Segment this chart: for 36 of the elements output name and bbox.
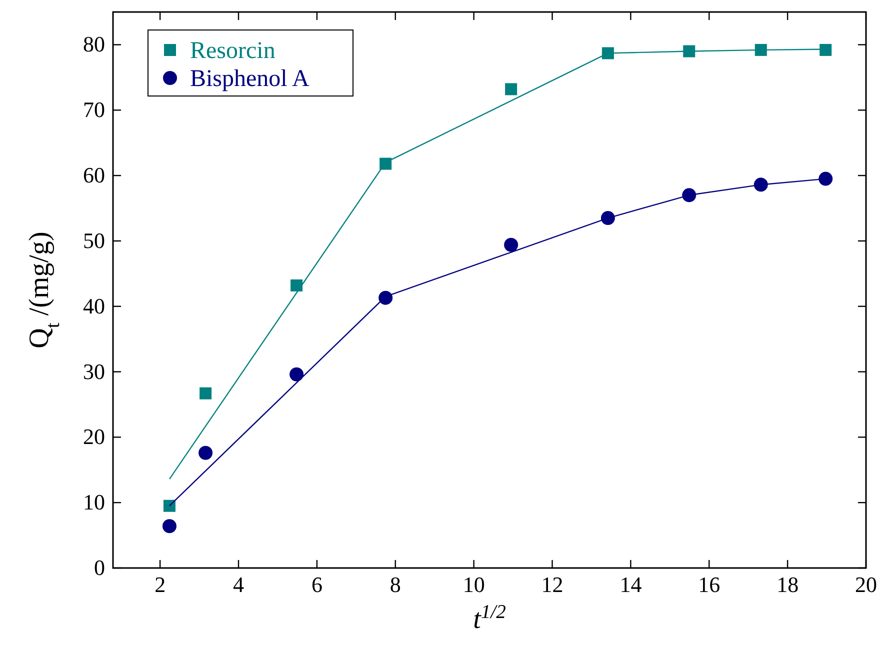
point xyxy=(820,44,832,56)
x-tick-label: 6 xyxy=(311,572,322,597)
point xyxy=(200,387,212,400)
x-tick-label: 18 xyxy=(776,572,799,597)
legend-label: Bisphenol A xyxy=(190,66,310,92)
y-tick-label: 40 xyxy=(83,293,105,318)
x-tick-label: 12 xyxy=(541,572,564,597)
x-tick-label: 4 xyxy=(233,572,244,597)
x-axis-title: t$^{1/2}$ xyxy=(473,602,506,635)
y-tick-label: 20 xyxy=(83,424,105,450)
point xyxy=(198,446,213,460)
y-tick-label: 10 xyxy=(83,490,105,515)
y-tick-label: 80 xyxy=(83,32,105,57)
point xyxy=(602,47,614,60)
y-tick-label: 50 xyxy=(83,228,105,253)
point xyxy=(290,279,303,292)
x-tick-label: 16 xyxy=(698,572,720,597)
x-tick-label: 2 xyxy=(154,572,166,597)
y-tick-label: 30 xyxy=(83,358,105,384)
point xyxy=(163,500,176,512)
legend-label: Resorcin xyxy=(190,38,276,64)
point xyxy=(290,367,304,382)
point xyxy=(682,188,696,202)
y-tick-label: 70 xyxy=(83,97,105,122)
point xyxy=(754,44,767,56)
point xyxy=(504,238,518,252)
x-tick-label: 20 xyxy=(855,572,877,597)
x-tick-label: 8 xyxy=(390,572,401,597)
y-tick-label: 0 xyxy=(94,555,105,580)
x-tick-label: 14 xyxy=(620,572,642,597)
point xyxy=(162,519,176,534)
x-tick-label: 10 xyxy=(462,572,485,597)
point xyxy=(818,172,833,186)
y-tick-label: 60 xyxy=(83,162,105,188)
point xyxy=(505,83,518,96)
point xyxy=(378,290,393,305)
